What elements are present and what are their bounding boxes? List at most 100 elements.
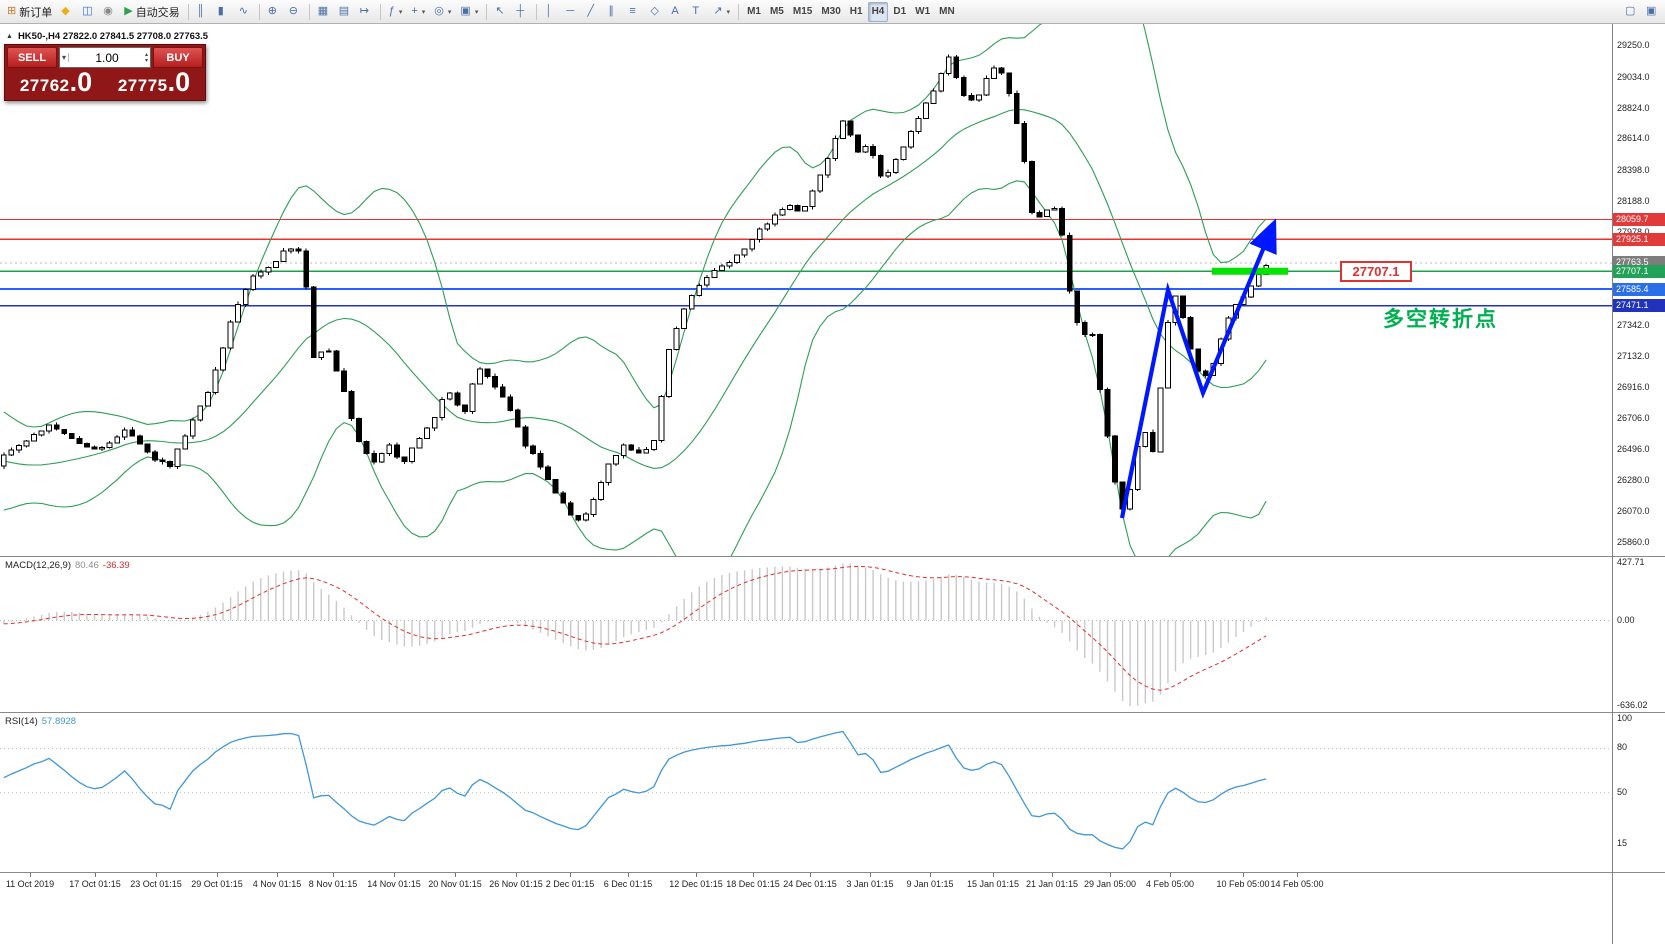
trade-panel-controls: SELL ▾ 1.00 ▴ ▾ BUY — [5, 45, 205, 69]
zoom-in-icon[interactable]: ⊕ — [264, 2, 284, 22]
macd-label: MACD(12,26,9) 80.46 -36.39 — [5, 560, 130, 571]
symbol-ohlc-text: HK50-,H4 27822.0 27841.5 27708.0 27763.5 — [17, 31, 209, 42]
time-label: 24 Dec 01:15 — [783, 879, 837, 889]
periods-icon[interactable]: ◎ ▾ — [430, 2, 455, 22]
autotrading-button[interactable]: ▶ 自动交易 — [120, 2, 183, 22]
market-watch-icon[interactable]: ◫ — [78, 2, 98, 22]
toolbar-separator — [379, 3, 381, 20]
zoom-out-icon-glyph: ⊖ — [288, 5, 298, 17]
timeframe-d1[interactable]: D1 — [889, 2, 910, 22]
add-object-icon-glyph: + — [411, 5, 418, 17]
timeframe-m5[interactable]: M5 — [766, 2, 788, 22]
channel-icon[interactable]: ∥ — [604, 2, 624, 22]
main-chart[interactable]: ▲ HK50-,H4 27822.0 27841.5 27708.0 27763… — [0, 0, 1612, 585]
chart-shift-icon[interactable]: ↦ — [356, 2, 376, 22]
candlestick-chart-icon[interactable]: ▮ — [214, 2, 234, 22]
sell-price[interactable]: 27762.0 — [7, 69, 105, 96]
symbols-icon[interactable]: ◆ — [57, 2, 77, 22]
price-badge: 27925.1 — [1613, 232, 1665, 246]
time-tick — [930, 873, 931, 877]
zoom-out-icon[interactable]: ⊖ — [285, 2, 305, 22]
indicators-icon[interactable]: ƒ ▾ — [385, 2, 407, 22]
time-tick — [156, 873, 157, 877]
bollinger-middle — [3, 108, 1267, 469]
timeframe-h4[interactable]: H4 — [867, 1, 889, 22]
data-window-icon[interactable]: ◉ — [99, 2, 119, 22]
time-tick — [628, 873, 629, 877]
rsi-panel[interactable]: RSI(14) 57.8928 — [0, 712, 1612, 872]
cascade-windows-icon[interactable]: ▤ — [335, 2, 355, 22]
autotrading-button-label: 自动交易 — [135, 6, 180, 19]
shapes-icon[interactable]: ◇ — [646, 2, 666, 22]
time-tick — [217, 873, 218, 877]
price-badge: 27707.1 — [1613, 264, 1665, 278]
collapse-icon[interactable]: ▲ — [6, 33, 13, 40]
timeframe-w1[interactable]: W1 — [911, 2, 934, 22]
fullscreen-icon[interactable]: ▣ — [1642, 2, 1662, 22]
price-tick: 27132.0 — [1617, 350, 1650, 361]
arrow-tool-icon[interactable]: ↗ ▾ — [709, 2, 734, 22]
new-order-button[interactable]: ⊞ 新订单 — [3, 2, 56, 22]
periods-icon-glyph: ◎ — [434, 5, 444, 17]
time-tick — [1170, 873, 1171, 877]
cascade-windows-icon-glyph: ▤ — [338, 5, 350, 17]
symbol-ohlc-label: ▲ HK50-,H4 27822.0 27841.5 27708.0 27763… — [6, 31, 208, 42]
timeframe-m5-label: M5 — [769, 6, 784, 17]
price-callout-label[interactable]: 27707.1 — [1340, 261, 1412, 282]
buy-price[interactable]: 27775.0 — [105, 69, 203, 96]
time-tick — [1052, 873, 1053, 877]
timeframe-h1-label: H1 — [849, 6, 863, 17]
timeframe-m30[interactable]: M30 — [817, 2, 844, 22]
trend-arrow[interactable] — [1119, 218, 1277, 519]
macd-histogram — [3, 563, 1267, 706]
rsi-value: 57.8928 — [41, 716, 77, 727]
macd-panel[interactable]: MACD(12,26,9) 80.46 -36.39 — [0, 556, 1612, 712]
window-list-icon-glyph: ▢ — [1625, 5, 1636, 17]
time-label: 29 Jan 05:00 — [1083, 879, 1137, 889]
window-list-icon[interactable]: ▢ — [1621, 2, 1641, 22]
time-tick — [277, 873, 278, 877]
add-object-icon-dropdown-icon: ▾ — [421, 8, 426, 16]
crosshair-icon[interactable]: ┼ — [512, 2, 532, 22]
horizontal-line-icon[interactable]: ─ — [562, 2, 582, 22]
text-icon[interactable]: A — [667, 2, 687, 22]
label-icon[interactable]: T — [688, 2, 708, 22]
chart-column: ▲ HK50-,H4 27822.0 27841.5 27708.0 27763… — [0, 0, 1612, 944]
spin-up-icon[interactable]: ▴ — [144, 51, 148, 58]
timeframe-m1[interactable]: M1 — [743, 2, 765, 22]
line-chart-icon-glyph: ∿ — [238, 5, 248, 17]
toolbar-separator — [486, 3, 488, 20]
chart-shift-icon-glyph: ↦ — [359, 5, 369, 17]
spin-down-icon[interactable]: ▾ — [144, 57, 148, 64]
add-object-icon[interactable]: + ▾ — [407, 2, 429, 22]
trendline-icon[interactable]: ╱ — [583, 2, 603, 22]
templates-icon[interactable]: ▣ ▾ — [456, 2, 482, 22]
time-axis: 11 Oct 2019 17 Oct 01:15 23 Oct 01:15 29 Oc… — [0, 872, 1612, 944]
timeframe-mn[interactable]: MN — [935, 2, 959, 22]
time-tick — [696, 873, 697, 877]
volume-spinner[interactable]: ▴ ▾ — [145, 52, 148, 64]
vertical-line-icon[interactable]: │ — [541, 2, 561, 22]
tile-windows-icon[interactable]: ▦ — [314, 2, 334, 22]
arrow-tool-icon-dropdown-icon: ▾ — [726, 8, 731, 16]
timeframe-h1[interactable]: H1 — [846, 2, 867, 22]
line-chart-icon[interactable]: ∿ — [235, 2, 255, 22]
fibonacci-icon[interactable]: ≡ — [625, 2, 645, 22]
toolbar-separator — [308, 3, 310, 20]
timeframe-m15[interactable]: M15 — [789, 2, 816, 22]
price-badge: 27585.4 — [1613, 282, 1665, 296]
time-tick — [516, 873, 517, 877]
sell-button[interactable]: SELL — [7, 47, 57, 68]
time-label: 21 Jan 01:15 — [1025, 879, 1079, 889]
price-tick: 26070.0 — [1617, 506, 1650, 517]
volume-dropdown-icon[interactable]: ▾ — [62, 53, 70, 62]
volume-input[interactable]: ▾ 1.00 ▴ ▾ — [59, 47, 151, 68]
cursor-icon[interactable]: ↖ — [491, 2, 511, 22]
macd-main-value: 80.46 — [75, 560, 99, 571]
bar-chart-icon[interactable]: ║ — [193, 2, 213, 22]
volume-value[interactable]: 1.00 — [95, 50, 119, 65]
price-tick: 28614.0 — [1617, 133, 1650, 144]
time-tick — [993, 873, 994, 877]
buy-button[interactable]: BUY — [153, 47, 203, 68]
